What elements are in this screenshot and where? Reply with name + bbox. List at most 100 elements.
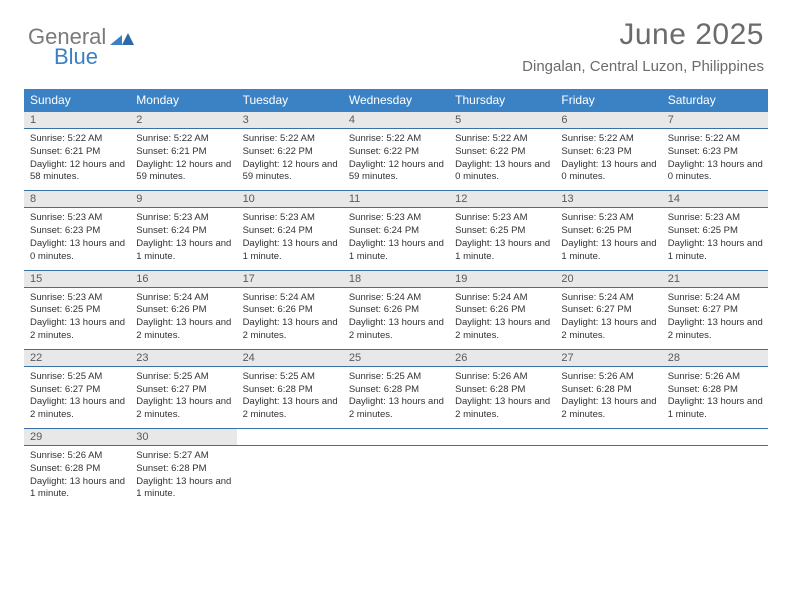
date-number [343, 429, 449, 445]
date-number: 29 [24, 429, 130, 445]
date-number: 30 [130, 429, 236, 445]
sunrise-line: Sunrise: 5:23 AM [349, 212, 444, 225]
sunrise-line: Sunrise: 5:22 AM [349, 133, 444, 146]
date-number: 12 [449, 191, 555, 207]
daylight-line: Daylight: 13 hours and 1 minute. [136, 238, 231, 264]
date-row: 891011121314 [24, 191, 768, 208]
date-number: 9 [130, 191, 236, 207]
date-number: 18 [343, 271, 449, 287]
calendar-cell: Sunrise: 5:23 AMSunset: 6:24 PMDaylight:… [343, 208, 449, 269]
date-number: 16 [130, 271, 236, 287]
calendar-cell [449, 446, 555, 507]
date-number [555, 429, 661, 445]
day-header-row: Sunday Monday Tuesday Wednesday Thursday… [24, 89, 768, 112]
daylight-line: Daylight: 13 hours and 0 minutes. [30, 238, 125, 264]
logo-mark-icon [110, 29, 134, 45]
calendar-cell [555, 446, 661, 507]
day-header-tuesday: Tuesday [237, 89, 343, 112]
sunrise-line: Sunrise: 5:24 AM [668, 292, 763, 305]
sunset-line: Sunset: 6:27 PM [561, 304, 656, 317]
calendar-cell: Sunrise: 5:23 AMSunset: 6:24 PMDaylight:… [130, 208, 236, 269]
daylight-line: Daylight: 13 hours and 2 minutes. [136, 396, 231, 422]
week-row: Sunrise: 5:23 AMSunset: 6:23 PMDaylight:… [24, 208, 768, 270]
sunset-line: Sunset: 6:28 PM [455, 384, 550, 397]
sunrise-line: Sunrise: 5:24 AM [136, 292, 231, 305]
daylight-line: Daylight: 13 hours and 2 minutes. [455, 396, 550, 422]
sunrise-line: Sunrise: 5:24 AM [349, 292, 444, 305]
calendar-cell: Sunrise: 5:23 AMSunset: 6:25 PMDaylight:… [449, 208, 555, 269]
sunset-line: Sunset: 6:27 PM [136, 384, 231, 397]
date-number: 23 [130, 350, 236, 366]
calendar-cell: Sunrise: 5:25 AMSunset: 6:28 PMDaylight:… [237, 367, 343, 428]
date-number: 22 [24, 350, 130, 366]
header: General Blue June 2025 Dingalan, Central… [0, 0, 792, 79]
date-number: 28 [662, 350, 768, 366]
daylight-line: Daylight: 12 hours and 59 minutes. [136, 159, 231, 185]
calendar-cell: Sunrise: 5:22 AMSunset: 6:22 PMDaylight:… [237, 129, 343, 190]
sunrise-line: Sunrise: 5:24 AM [455, 292, 550, 305]
sunrise-line: Sunrise: 5:23 AM [243, 212, 338, 225]
sunset-line: Sunset: 6:21 PM [30, 146, 125, 159]
daylight-line: Daylight: 13 hours and 1 minute. [243, 238, 338, 264]
daylight-line: Daylight: 13 hours and 2 minutes. [668, 317, 763, 343]
date-number: 6 [555, 112, 661, 128]
sunset-line: Sunset: 6:28 PM [136, 463, 231, 476]
location-label: Dingalan, Central Luzon, Philippines [522, 58, 764, 75]
sunrise-line: Sunrise: 5:24 AM [561, 292, 656, 305]
calendar-cell: Sunrise: 5:23 AMSunset: 6:25 PMDaylight:… [662, 208, 768, 269]
logo-text-blue: Blue [54, 44, 98, 70]
daylight-line: Daylight: 13 hours and 2 minutes. [136, 317, 231, 343]
date-number: 7 [662, 112, 768, 128]
daylight-line: Daylight: 13 hours and 2 minutes. [243, 396, 338, 422]
daylight-line: Daylight: 13 hours and 2 minutes. [349, 396, 444, 422]
date-number: 21 [662, 271, 768, 287]
calendar-cell: Sunrise: 5:22 AMSunset: 6:22 PMDaylight:… [449, 129, 555, 190]
calendar-cell: Sunrise: 5:25 AMSunset: 6:27 PMDaylight:… [130, 367, 236, 428]
calendar-cell: Sunrise: 5:27 AMSunset: 6:28 PMDaylight:… [130, 446, 236, 507]
date-number: 2 [130, 112, 236, 128]
calendar-cell: Sunrise: 5:24 AMSunset: 6:26 PMDaylight:… [237, 288, 343, 349]
day-header-saturday: Saturday [662, 89, 768, 112]
sunrise-line: Sunrise: 5:22 AM [30, 133, 125, 146]
calendar-cell: Sunrise: 5:26 AMSunset: 6:28 PMDaylight:… [555, 367, 661, 428]
date-number [237, 429, 343, 445]
sunset-line: Sunset: 6:26 PM [455, 304, 550, 317]
sunrise-line: Sunrise: 5:22 AM [136, 133, 231, 146]
sunset-line: Sunset: 6:28 PM [30, 463, 125, 476]
date-number [449, 429, 555, 445]
calendar-cell: Sunrise: 5:23 AMSunset: 6:25 PMDaylight:… [555, 208, 661, 269]
page-title: June 2025 [522, 18, 764, 52]
day-header-friday: Friday [555, 89, 661, 112]
calendar-cell: Sunrise: 5:25 AMSunset: 6:27 PMDaylight:… [24, 367, 130, 428]
calendar: Sunday Monday Tuesday Wednesday Thursday… [24, 89, 768, 507]
daylight-line: Daylight: 13 hours and 2 minutes. [561, 396, 656, 422]
sunrise-line: Sunrise: 5:26 AM [561, 371, 656, 384]
daylight-line: Daylight: 13 hours and 2 minutes. [455, 317, 550, 343]
date-number: 13 [555, 191, 661, 207]
daylight-line: Daylight: 13 hours and 1 minute. [455, 238, 550, 264]
sunset-line: Sunset: 6:24 PM [349, 225, 444, 238]
calendar-cell: Sunrise: 5:23 AMSunset: 6:25 PMDaylight:… [24, 288, 130, 349]
calendar-cell: Sunrise: 5:26 AMSunset: 6:28 PMDaylight:… [449, 367, 555, 428]
daylight-line: Daylight: 12 hours and 58 minutes. [30, 159, 125, 185]
date-number: 27 [555, 350, 661, 366]
sunset-line: Sunset: 6:28 PM [561, 384, 656, 397]
daylight-line: Daylight: 13 hours and 2 minutes. [561, 317, 656, 343]
sunset-line: Sunset: 6:25 PM [30, 304, 125, 317]
sunset-line: Sunset: 6:22 PM [243, 146, 338, 159]
sunrise-line: Sunrise: 5:26 AM [455, 371, 550, 384]
daylight-line: Daylight: 13 hours and 2 minutes. [30, 317, 125, 343]
date-number: 8 [24, 191, 130, 207]
daylight-line: Daylight: 13 hours and 0 minutes. [668, 159, 763, 185]
sunset-line: Sunset: 6:23 PM [30, 225, 125, 238]
weeks-container: 1234567Sunrise: 5:22 AMSunset: 6:21 PMDa… [24, 112, 768, 507]
date-number: 14 [662, 191, 768, 207]
sunrise-line: Sunrise: 5:23 AM [668, 212, 763, 225]
date-number: 4 [343, 112, 449, 128]
week-row: Sunrise: 5:25 AMSunset: 6:27 PMDaylight:… [24, 367, 768, 429]
date-number: 10 [237, 191, 343, 207]
sunrise-line: Sunrise: 5:24 AM [243, 292, 338, 305]
daylight-line: Daylight: 13 hours and 2 minutes. [243, 317, 338, 343]
logo: General Blue [28, 18, 134, 50]
date-row: 2930 [24, 429, 768, 446]
